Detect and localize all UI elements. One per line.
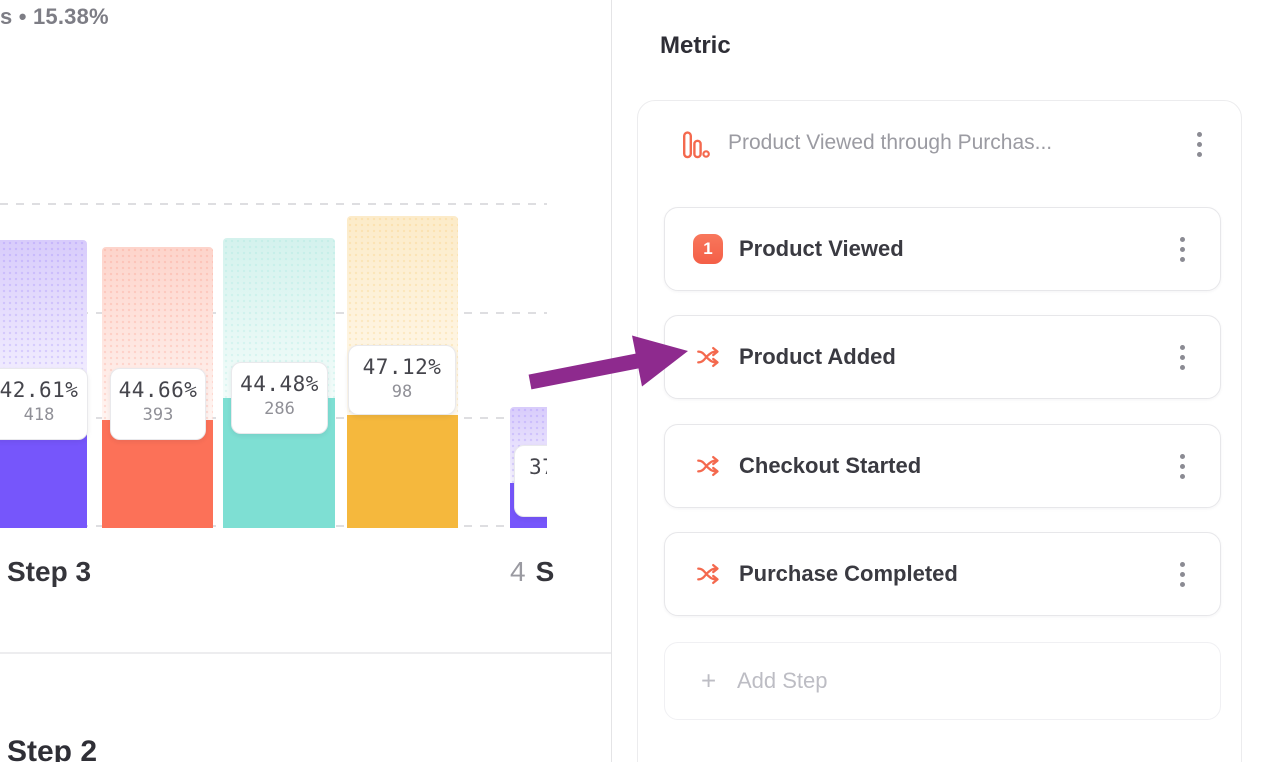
conversion-count: 393 — [142, 405, 174, 425]
funnel-metric-title[interactable]: Product Viewed through Purchas... — [728, 131, 1053, 154]
conversion-percent: 44.66% — [118, 378, 198, 402]
conversion-value-card: 37 — [514, 445, 547, 517]
funnel-bar-converted[interactable] — [347, 415, 458, 528]
shuffle-icon — [693, 559, 723, 589]
step-number-badge-value: 1 — [693, 234, 723, 264]
step-menu-button[interactable] — [1170, 340, 1194, 374]
step-number-badge: 1 — [693, 234, 723, 264]
step-menu-button[interactable] — [1170, 557, 1194, 591]
section-divider — [0, 652, 611, 654]
x-axis-step-number: 4 — [510, 556, 526, 587]
x-axis-step-text-partial: S — [535, 556, 555, 587]
chart-subtitle-truncated: s • 15.38% — [0, 4, 109, 29]
conversion-value-card: 44.66% 393 — [110, 368, 206, 440]
conversion-count: 418 — [23, 405, 55, 425]
funnel-step-row-checkout-started[interactable]: Checkout Started — [664, 424, 1221, 508]
metric-panel: Metric Product Viewed through Purchas...… — [612, 0, 1264, 762]
step-label: Checkout Started — [739, 453, 922, 478]
shuffle-icon — [693, 342, 723, 372]
funnel-metric-card-header[interactable]: Product Viewed through Purchas... — [638, 101, 1241, 187]
funnel-chart: 42.61% 418 44.66% 393 44.48% 286 47.12% 98 37 — [0, 0, 547, 620]
funnel-metric-card: Product Viewed through Purchas... 1 Produ… — [637, 100, 1242, 762]
conversion-count: 98 — [391, 382, 413, 402]
add-step-label: Add Step — [737, 668, 828, 693]
x-axis-label-step-3: Step 3 — [7, 556, 92, 587]
step-label: Purchase Completed — [739, 561, 958, 586]
step-label: Product Added — [739, 344, 896, 369]
conversion-value-card: 47.12% 98 — [348, 345, 456, 415]
plus-icon: + — [701, 665, 717, 696]
funnel-chart-panel: s • 15.38% 42.61% 418 44.66% 393 44.48% 286 47… — [0, 0, 611, 762]
funnel-chart-icon — [683, 131, 710, 159]
next-section-heading: Step 2 — [7, 735, 98, 762]
conversion-value-card: 42.61% 418 — [0, 368, 88, 440]
funnel-card-menu-button[interactable] — [1187, 127, 1211, 161]
conversion-percent: 42.61% — [0, 378, 79, 402]
funnel-step-row-purchase-completed[interactable]: Purchase Completed — [664, 532, 1221, 616]
shuffle-icon — [693, 451, 723, 481]
step-menu-button[interactable] — [1170, 232, 1194, 266]
conversion-value-card: 44.48% 286 — [231, 362, 328, 434]
chart-gridline — [0, 203, 547, 205]
conversion-percent: 37 — [529, 455, 547, 479]
metric-heading: Metric — [660, 32, 731, 59]
conversion-percent: 44.48% — [240, 372, 319, 396]
funnel-step-row-product-viewed[interactable]: 1 Product Viewed — [664, 207, 1221, 291]
add-step-button[interactable]: + Add Step — [664, 642, 1221, 720]
conversion-count: 286 — [264, 399, 295, 419]
funnel-step-row-product-added[interactable]: Product Added — [664, 315, 1221, 399]
step-label: Product Viewed — [739, 236, 904, 261]
conversion-percent: 47.12% — [362, 355, 442, 379]
step-menu-button[interactable] — [1170, 449, 1194, 483]
